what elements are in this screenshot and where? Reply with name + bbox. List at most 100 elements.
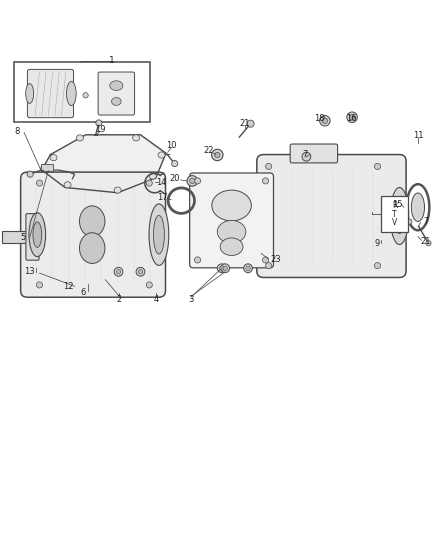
- FancyBboxPatch shape: [14, 62, 150, 122]
- Ellipse shape: [153, 215, 164, 254]
- Text: 9: 9: [374, 239, 379, 248]
- Text: 12: 12: [63, 282, 73, 291]
- Ellipse shape: [67, 82, 76, 106]
- Ellipse shape: [50, 155, 57, 161]
- Circle shape: [406, 219, 411, 224]
- Circle shape: [349, 115, 354, 120]
- Circle shape: [36, 282, 42, 288]
- Circle shape: [36, 180, 42, 186]
- Ellipse shape: [149, 173, 156, 179]
- Circle shape: [321, 118, 327, 123]
- Ellipse shape: [158, 152, 165, 158]
- FancyBboxPatch shape: [256, 155, 405, 278]
- Text: 6: 6: [81, 288, 86, 297]
- Text: V: V: [391, 218, 396, 227]
- Circle shape: [138, 270, 142, 274]
- FancyBboxPatch shape: [26, 214, 39, 260]
- Ellipse shape: [79, 233, 105, 263]
- Circle shape: [95, 120, 102, 126]
- Polygon shape: [42, 135, 166, 193]
- Ellipse shape: [29, 213, 46, 256]
- Ellipse shape: [111, 98, 121, 106]
- Text: T: T: [392, 210, 396, 219]
- Ellipse shape: [25, 84, 33, 103]
- Text: 20: 20: [169, 174, 180, 183]
- Circle shape: [189, 178, 194, 183]
- Text: 1: 1: [109, 55, 115, 64]
- Circle shape: [146, 180, 152, 186]
- Ellipse shape: [217, 221, 245, 243]
- Circle shape: [265, 263, 271, 269]
- Ellipse shape: [132, 135, 139, 141]
- Ellipse shape: [110, 81, 123, 91]
- Text: 23: 23: [270, 255, 280, 264]
- Ellipse shape: [33, 222, 42, 247]
- Circle shape: [346, 112, 357, 123]
- Text: 14: 14: [156, 177, 166, 187]
- Text: 10: 10: [166, 141, 176, 150]
- Circle shape: [116, 270, 120, 274]
- Text: 17: 17: [157, 192, 167, 201]
- Text: 16: 16: [345, 114, 356, 123]
- Ellipse shape: [211, 190, 251, 221]
- Circle shape: [194, 178, 200, 184]
- Circle shape: [374, 263, 380, 269]
- Circle shape: [301, 152, 310, 161]
- FancyBboxPatch shape: [27, 69, 73, 118]
- Text: 11: 11: [412, 131, 422, 140]
- Text: 15: 15: [392, 200, 402, 209]
- Circle shape: [247, 120, 254, 127]
- Circle shape: [27, 171, 33, 177]
- Circle shape: [425, 240, 430, 246]
- Circle shape: [223, 266, 227, 270]
- Text: 13: 13: [25, 267, 35, 276]
- FancyBboxPatch shape: [98, 72, 134, 115]
- Circle shape: [114, 268, 123, 276]
- Circle shape: [262, 178, 268, 184]
- Circle shape: [319, 116, 329, 126]
- Circle shape: [245, 266, 250, 270]
- FancyBboxPatch shape: [2, 231, 31, 243]
- Circle shape: [214, 152, 219, 158]
- Text: 21: 21: [239, 119, 249, 128]
- Ellipse shape: [40, 166, 47, 172]
- Circle shape: [220, 264, 229, 273]
- Circle shape: [217, 264, 226, 273]
- Text: 5: 5: [20, 232, 25, 241]
- Circle shape: [187, 176, 197, 186]
- Text: 19: 19: [95, 125, 105, 134]
- FancyBboxPatch shape: [21, 172, 165, 297]
- Text: R: R: [391, 201, 396, 211]
- FancyBboxPatch shape: [41, 164, 53, 171]
- Ellipse shape: [149, 204, 168, 265]
- Circle shape: [136, 268, 145, 276]
- Text: 2: 2: [117, 295, 122, 304]
- FancyBboxPatch shape: [189, 173, 273, 268]
- Ellipse shape: [220, 238, 243, 255]
- Ellipse shape: [83, 93, 88, 98]
- Ellipse shape: [76, 135, 83, 141]
- Circle shape: [146, 282, 152, 288]
- Text: 8: 8: [15, 127, 20, 136]
- Ellipse shape: [410, 193, 424, 222]
- Text: 4: 4: [153, 295, 158, 304]
- Circle shape: [219, 266, 223, 270]
- Ellipse shape: [389, 188, 408, 245]
- FancyBboxPatch shape: [290, 144, 337, 163]
- Circle shape: [262, 257, 268, 263]
- Text: 18: 18: [313, 114, 324, 123]
- Circle shape: [211, 149, 223, 161]
- Text: 7: 7: [422, 217, 427, 226]
- Text: 3: 3: [188, 295, 193, 304]
- FancyBboxPatch shape: [380, 196, 407, 232]
- Text: 7: 7: [302, 150, 307, 159]
- Circle shape: [374, 163, 380, 169]
- Circle shape: [265, 163, 271, 169]
- Ellipse shape: [79, 206, 105, 237]
- Circle shape: [171, 160, 177, 167]
- Circle shape: [243, 264, 252, 273]
- Ellipse shape: [394, 198, 403, 233]
- Text: 22: 22: [203, 146, 214, 155]
- Circle shape: [194, 257, 200, 263]
- Ellipse shape: [114, 187, 121, 193]
